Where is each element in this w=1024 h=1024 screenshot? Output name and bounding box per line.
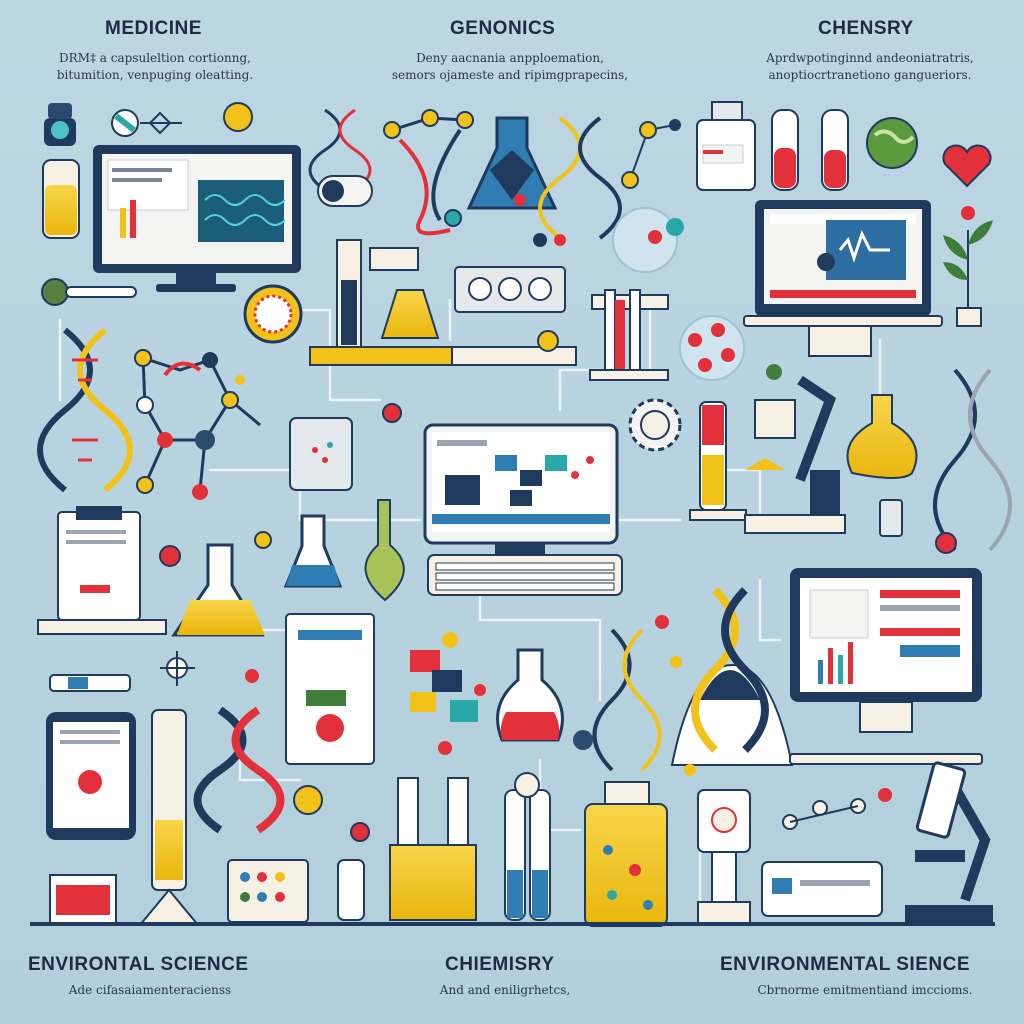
floor-line <box>30 922 995 926</box>
globe-icon <box>866 117 918 169</box>
molecule-icon <box>410 632 486 755</box>
computer-monitor-icon <box>423 423 619 555</box>
title-chemistry-top: CHENSRY <box>818 18 914 39</box>
test-tube-rack-icon <box>589 289 669 381</box>
atom-icon <box>223 102 253 132</box>
vial-icon <box>337 859 365 921</box>
subtitle-environmental-right: Cbrnorme emitmentiand imccioms. <box>757 983 973 997</box>
container-icon <box>49 874 117 926</box>
keyboard-icon <box>427 554 623 596</box>
dna-icon <box>193 706 285 834</box>
flask-icon <box>846 394 918 479</box>
dna-icon <box>308 108 372 192</box>
dna-rungs <box>72 358 98 462</box>
syringe-diagram-icon <box>111 109 182 137</box>
decorative-dots <box>159 194 957 842</box>
molecule-icon <box>160 651 195 686</box>
test-tube-icon <box>42 159 80 239</box>
atom-icon <box>293 785 323 815</box>
virus-badge-icon <box>243 284 303 344</box>
gear-icon <box>628 398 682 452</box>
microscope-icon <box>905 761 993 925</box>
subtitle-chemistry-top-1: Aprdwpotinginnd andeoniatratris, <box>766 51 974 65</box>
test-tube-icon <box>137 709 201 926</box>
title-environmental-left: ENVIRONTAL SCIENCE <box>28 954 249 975</box>
thermometer-icon <box>41 278 137 306</box>
test-tube-icon <box>689 401 747 521</box>
test-tube-icon <box>771 109 849 191</box>
molecule-icon <box>383 109 474 236</box>
glass-sphere-icon <box>612 207 684 273</box>
molecule-icon <box>621 119 681 189</box>
syringe-icon <box>49 674 131 692</box>
tablet-icon <box>46 712 136 840</box>
title-medicine: MEDICINE <box>105 18 202 39</box>
clipboard-icon <box>37 506 167 635</box>
title-environmental-right: ENVIRONMENTAL SIENCE <box>720 954 970 975</box>
test-tube-icon <box>504 772 551 921</box>
dna-icon <box>37 327 133 493</box>
device-icon <box>697 789 751 925</box>
subtitle-genomics-1: Deny aacnania anpploemation, <box>416 51 604 65</box>
flask-icon <box>283 499 405 602</box>
subtitle-chemistry-bottom: And and eniligrhetcs, <box>439 983 571 997</box>
bottle-icon <box>696 101 756 191</box>
title-chemistry-bottom: CHIEMISRY <box>445 954 555 975</box>
computer-monitor-icon <box>93 145 301 292</box>
subtitle-genomics-2: semors ojameste and ripimgprapecins, <box>391 68 629 82</box>
dna-centrifuge-icon <box>670 587 794 766</box>
switch-icon <box>317 175 373 207</box>
dna-icon <box>538 116 622 240</box>
plant-icon <box>943 206 993 327</box>
molecule-icon <box>134 349 261 500</box>
dna-icon <box>592 628 662 772</box>
virus-report-icon <box>285 613 375 765</box>
title-genomics: GENONICS <box>450 18 556 39</box>
flask-icon <box>171 543 265 637</box>
lab-bench-icon <box>309 239 577 366</box>
machine-icon <box>761 861 883 917</box>
vial-icon <box>879 499 903 537</box>
molecule-icon <box>782 798 866 830</box>
test-tube-rack-icon <box>389 777 477 921</box>
molecule-icon <box>679 315 745 381</box>
lab-panel-icon <box>289 417 353 491</box>
camera-icon <box>44 103 76 146</box>
subtitle-environmental-left: Ade cifasaiamenteracienss <box>68 983 232 997</box>
sample-tray-icon <box>227 859 309 923</box>
flask-icon <box>466 116 558 210</box>
flask-icon <box>496 648 564 742</box>
heart-icon <box>942 144 992 188</box>
subtitle-chemistry-top-2: anoptiocrtranetiono gangueriors. <box>768 68 972 82</box>
microscope-icon <box>744 375 846 534</box>
subtitle-medicine-1: DRM‡ a capsuleltion cortionng, <box>59 51 251 65</box>
computer-monitor-icon <box>789 568 983 765</box>
computer-monitor-icon <box>743 200 943 357</box>
dna-icon <box>933 368 1012 552</box>
bottle-icon <box>584 781 668 927</box>
subtitle-medicine-2: bitumition, venpuging oleatting. <box>56 68 254 82</box>
